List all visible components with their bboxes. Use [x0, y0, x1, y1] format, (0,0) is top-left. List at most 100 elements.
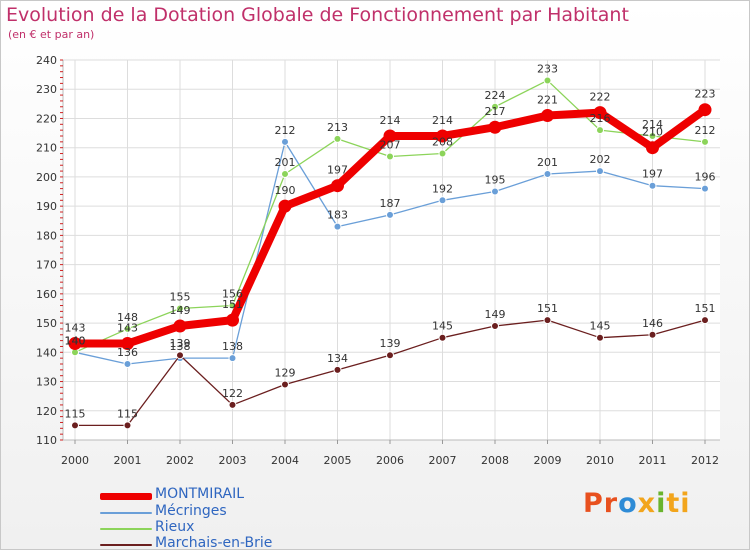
- data-point: [228, 400, 237, 409]
- y-tick-label: 150: [36, 317, 57, 330]
- data-label: 224: [485, 89, 506, 102]
- data-label: 151: [695, 302, 716, 315]
- data-label: 207: [380, 138, 401, 151]
- y-tick-label: 190: [36, 200, 57, 213]
- x-tick-label: 2006: [376, 454, 404, 467]
- data-label: 155: [170, 290, 191, 303]
- legend-swatch-mecringes: [100, 512, 152, 514]
- y-tick-label: 160: [36, 288, 57, 301]
- data-point: [278, 199, 292, 213]
- data-point: [173, 319, 187, 333]
- data-point: [596, 333, 604, 342]
- x-tick-label: 2007: [429, 454, 457, 467]
- x-tick-label: 2010: [586, 454, 614, 467]
- data-label: 129: [275, 366, 296, 379]
- data-point: [123, 324, 132, 333]
- y-tick-label: 230: [36, 83, 57, 96]
- data-label: 217: [485, 105, 506, 118]
- data-point: [226, 313, 239, 327]
- chart-subtitle: (en € et par an): [8, 28, 95, 41]
- x-tick-label: 2001: [114, 454, 142, 467]
- data-label: 140: [65, 334, 86, 347]
- y-tick-label: 110: [36, 434, 57, 447]
- data-label: 136: [117, 346, 138, 359]
- data-point: [438, 333, 447, 342]
- data-label: 143: [65, 322, 86, 335]
- data-label: 145: [432, 320, 453, 333]
- data-point: [543, 76, 552, 85]
- data-point: [648, 132, 657, 140]
- data-label: 134: [327, 352, 348, 365]
- data-point: [386, 152, 394, 161]
- y-tick-label: 210: [36, 142, 57, 155]
- data-point: [491, 187, 499, 196]
- data-label: 202: [590, 153, 611, 166]
- x-tick-label: 2012: [691, 454, 719, 467]
- data-point: [386, 351, 394, 360]
- legend-label-montmirail: MONTMIRAIL: [155, 486, 244, 502]
- data-label: 212: [275, 124, 296, 137]
- data-point: [541, 109, 554, 123]
- data-point: [383, 129, 397, 143]
- data-label: 197: [642, 168, 663, 181]
- data-label: 223: [695, 88, 716, 101]
- proxiti-logo: Proxiti: [583, 488, 691, 519]
- data-point: [701, 137, 709, 146]
- data-label: 214: [432, 114, 453, 127]
- data-label: 190: [275, 184, 296, 197]
- chart-title: Evolution de la Dotation Globale de Fonc…: [6, 4, 629, 26]
- x-tick-label: 2003: [219, 454, 247, 467]
- legend-swatch-marchais: [100, 544, 152, 546]
- data-point: [698, 103, 712, 117]
- x-tick-label: 2011: [639, 454, 667, 467]
- data-label: 148: [117, 311, 138, 324]
- data-point: [648, 181, 657, 190]
- data-point: [333, 134, 342, 143]
- data-point: [68, 337, 82, 351]
- data-label: 216: [590, 112, 611, 125]
- data-label: 221: [537, 94, 558, 107]
- data-label: 210: [642, 126, 663, 139]
- data-point: [331, 179, 344, 193]
- data-point: [596, 126, 604, 135]
- data-label: 196: [695, 171, 716, 184]
- x-tick-label: 2002: [166, 454, 194, 467]
- y-tick-label: 240: [36, 54, 57, 67]
- y-tick-label: 130: [36, 376, 57, 389]
- data-label: 156: [222, 288, 243, 301]
- data-point: [488, 120, 502, 134]
- data-label: 197: [327, 164, 348, 177]
- data-label: 183: [327, 209, 348, 222]
- y-tick-label: 170: [36, 259, 57, 272]
- y-tick-label: 220: [36, 112, 57, 125]
- data-label: 208: [432, 136, 453, 149]
- y-tick-label: 200: [36, 171, 57, 184]
- data-point: [543, 316, 552, 325]
- data-point: [648, 330, 657, 339]
- data-label: 115: [65, 407, 86, 420]
- data-label: 143: [117, 322, 138, 335]
- data-point: [281, 380, 289, 389]
- x-tick-label: 2000: [61, 454, 89, 467]
- data-point: [121, 337, 134, 351]
- data-label: 149: [170, 304, 191, 317]
- data-label: 139: [170, 337, 191, 350]
- x-tick-label: 2005: [324, 454, 352, 467]
- data-point: [646, 141, 659, 155]
- data-label: 213: [327, 121, 348, 134]
- data-point: [176, 351, 184, 360]
- data-label: 151: [222, 298, 243, 311]
- x-tick-label: 2008: [481, 454, 509, 467]
- data-label: 138: [170, 340, 191, 353]
- data-point: [596, 167, 604, 176]
- data-point: [701, 184, 709, 193]
- data-label: 151: [537, 302, 558, 315]
- data-label: 138: [222, 340, 243, 353]
- data-point: [438, 149, 447, 158]
- data-label: 214: [380, 114, 401, 127]
- data-point: [281, 137, 289, 146]
- data-label: 222: [590, 91, 611, 104]
- y-tick-label: 140: [36, 346, 57, 359]
- data-label: 140: [65, 334, 86, 347]
